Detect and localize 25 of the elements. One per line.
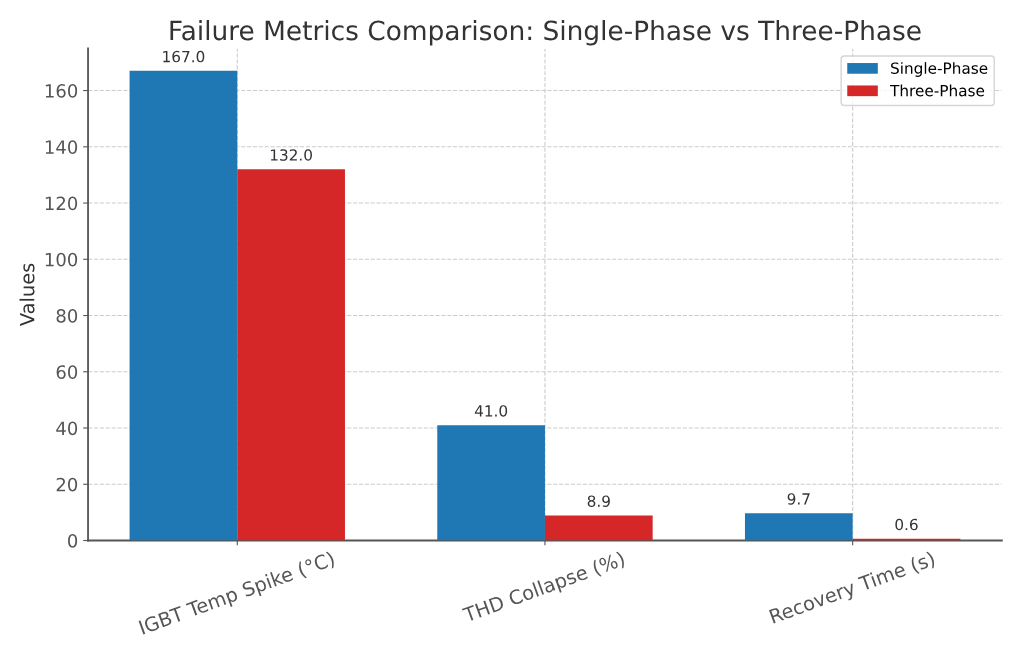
- y-tick-label: 140: [45, 140, 78, 154]
- legend-label: Three-Phase: [889, 84, 985, 97]
- y-axis-title: Values: [19, 263, 35, 327]
- y-tick-label: 40: [56, 421, 78, 436]
- data-label: 8.9: [587, 495, 610, 507]
- data-label: 0.6: [895, 518, 918, 531]
- y-tick-label: 60: [56, 365, 78, 379]
- y-tick-label: 120: [45, 196, 78, 211]
- bar: [544, 515, 653, 541]
- data-label: 167.0: [163, 50, 205, 63]
- y-tick-label: 0: [68, 533, 78, 548]
- legend-label: Single-Phase: [891, 62, 988, 77]
- bar: [237, 169, 345, 541]
- y-tick-label: 160: [45, 84, 78, 98]
- data-label: 41.0: [474, 405, 508, 417]
- chart-title: Failure Metrics Comparison: Single-Phase vs Three-Phase: [170, 19, 921, 46]
- x-tick-label: IGBT Temp Spike (°C): [138, 550, 337, 639]
- bar: [437, 425, 545, 541]
- y-tick-label: 80: [56, 308, 78, 323]
- data-label: 132.0: [270, 149, 312, 161]
- y-tick-label: 100: [45, 252, 78, 267]
- data-label: 9.7: [787, 493, 810, 505]
- bar: [744, 513, 853, 541]
- bar: [129, 70, 238, 541]
- y-tick-label: 20: [56, 477, 78, 492]
